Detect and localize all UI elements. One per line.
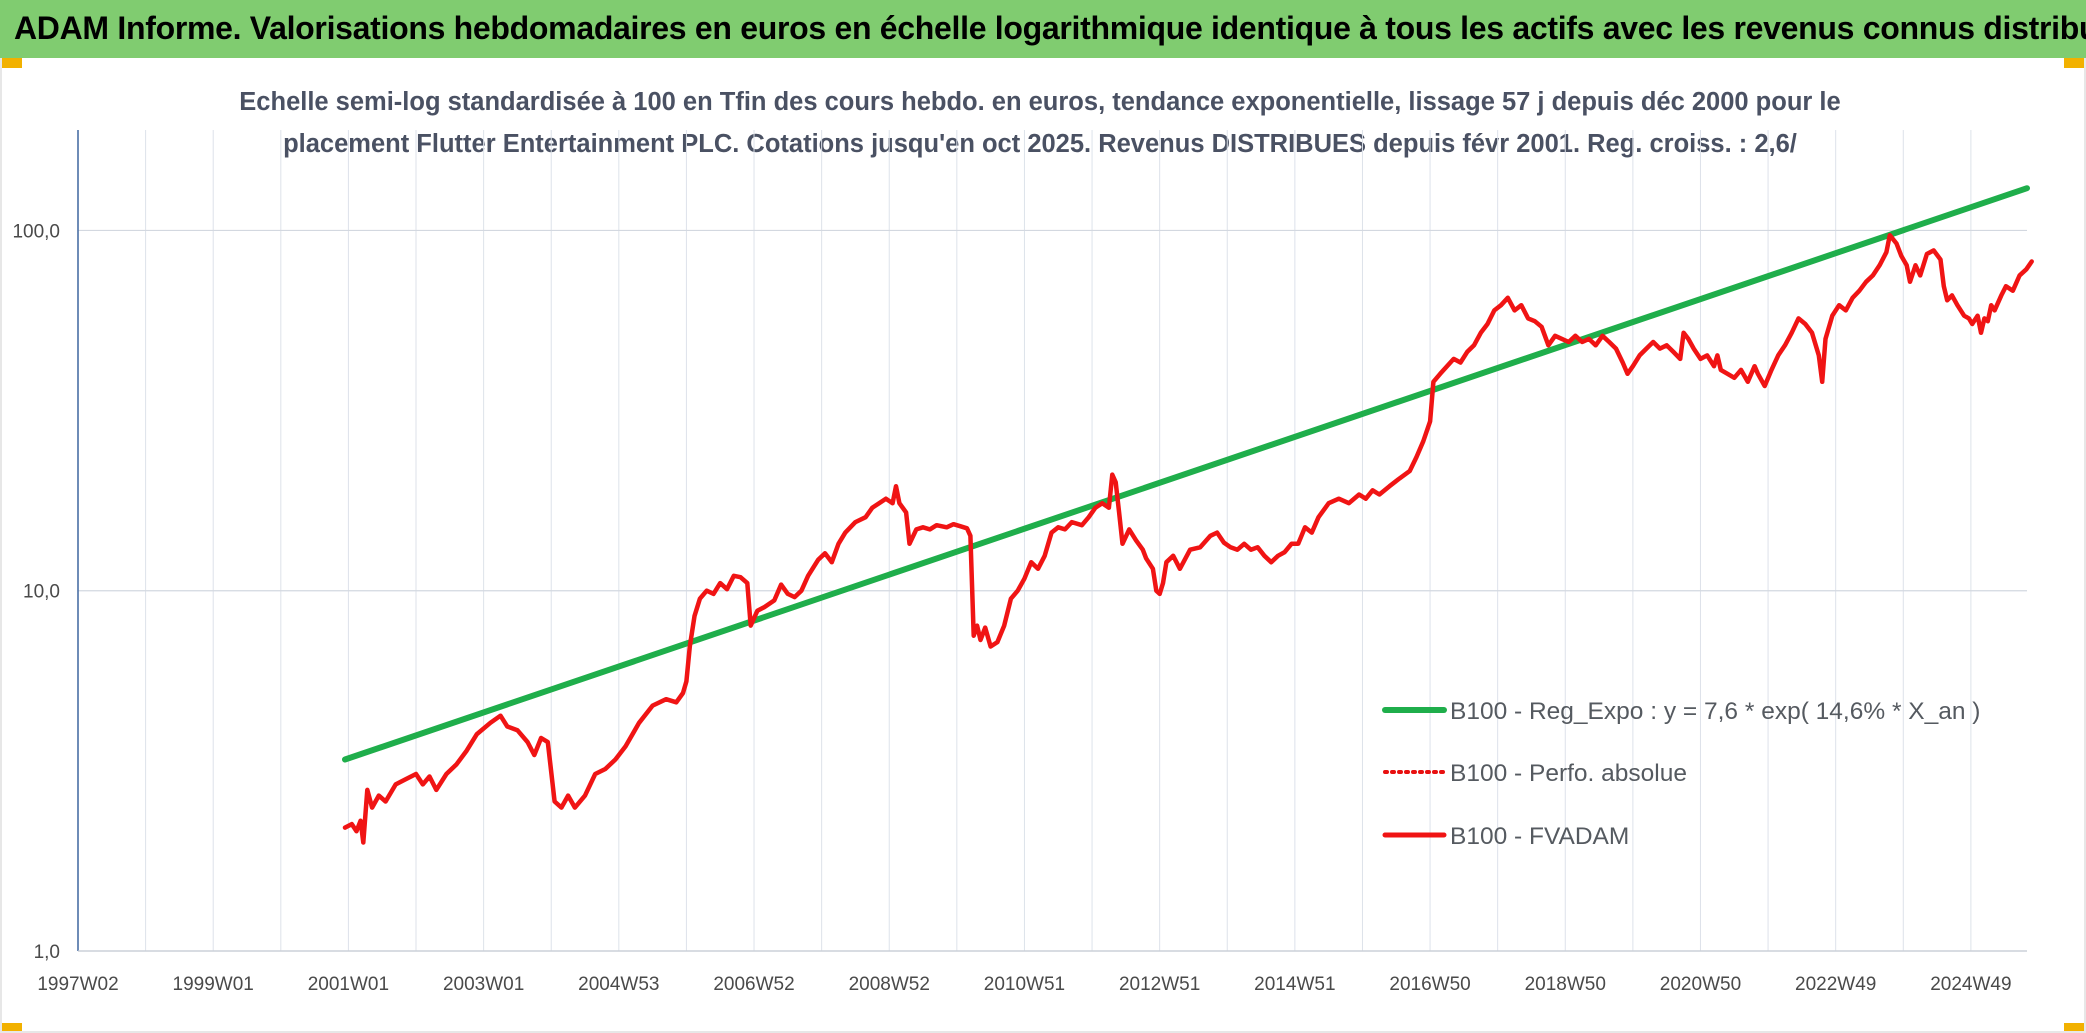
corner-marker-bottom-right [2064, 1023, 2086, 1033]
corner-marker-bottom-left [0, 1023, 22, 1033]
x-tick-label: 2012W51 [1119, 974, 1200, 995]
x-tick-label: 2006W52 [713, 974, 794, 995]
y-tick-label: 1,0 [34, 942, 60, 963]
x-tick-label: 1997W02 [37, 974, 118, 995]
x-tick-label: 2014W51 [1254, 974, 1335, 995]
x-tick-label: 2008W52 [849, 974, 930, 995]
header-banner: ADAM Informe. Valorisations hebdomadaire… [0, 0, 2086, 58]
x-tick-label: 2024W49 [1930, 974, 2011, 995]
chart-frame [0, 58, 2086, 1033]
x-tick-label: 2016W50 [1389, 974, 1470, 995]
x-tick-label: 2010W51 [984, 974, 1065, 995]
corner-marker-top-right [2064, 58, 2086, 68]
legend-label-2: B100 - Perfo. absolue [1450, 760, 1687, 787]
series-line-1 [342, 185, 2030, 763]
corner-marker-top-left [0, 58, 22, 68]
y-tick-label: 10,0 [23, 582, 60, 603]
legend: B100 - Reg_Expo : y = 7,6 * exp( 14,6% *… [1382, 698, 1980, 850]
x-tick-label: 2001W01 [308, 974, 389, 995]
page-title: ADAM Informe. Valorisations hebdomadaire… [14, 10, 2086, 46]
legend-label-3: B100 - FVADAM [1450, 823, 1629, 850]
x-tick-label: 2018W50 [1525, 974, 1606, 995]
horizontal-gridlines [78, 229, 2027, 952]
x-tick-label: 2003W01 [443, 974, 524, 995]
y-tick-label: 100,0 [12, 221, 60, 242]
vertical-gridlines [77, 130, 1972, 951]
chart-subtitle-line-1: Echelle semi-log standardisée à 100 en T… [239, 88, 1841, 116]
x-tick-label: 2004W53 [578, 974, 659, 995]
chart-subtitle-line-2: placement Flutter Entertainment PLC. Cot… [283, 130, 1797, 158]
x-tick-label: 2022W49 [1795, 974, 1876, 995]
axes: 1,0 10,0 100,0 1997W02 1999W01 2001W01 2003W01… [12, 130, 2027, 995]
legend-label-1: B100 - Reg_Expo : y = 7,6 * exp( 14,6% *… [1450, 698, 1980, 725]
series-layer [342, 185, 2034, 845]
series-line-3 [342, 232, 2034, 845]
x-tick-label: 2020W50 [1660, 974, 1741, 995]
x-tick-label: 1999W01 [173, 974, 254, 995]
